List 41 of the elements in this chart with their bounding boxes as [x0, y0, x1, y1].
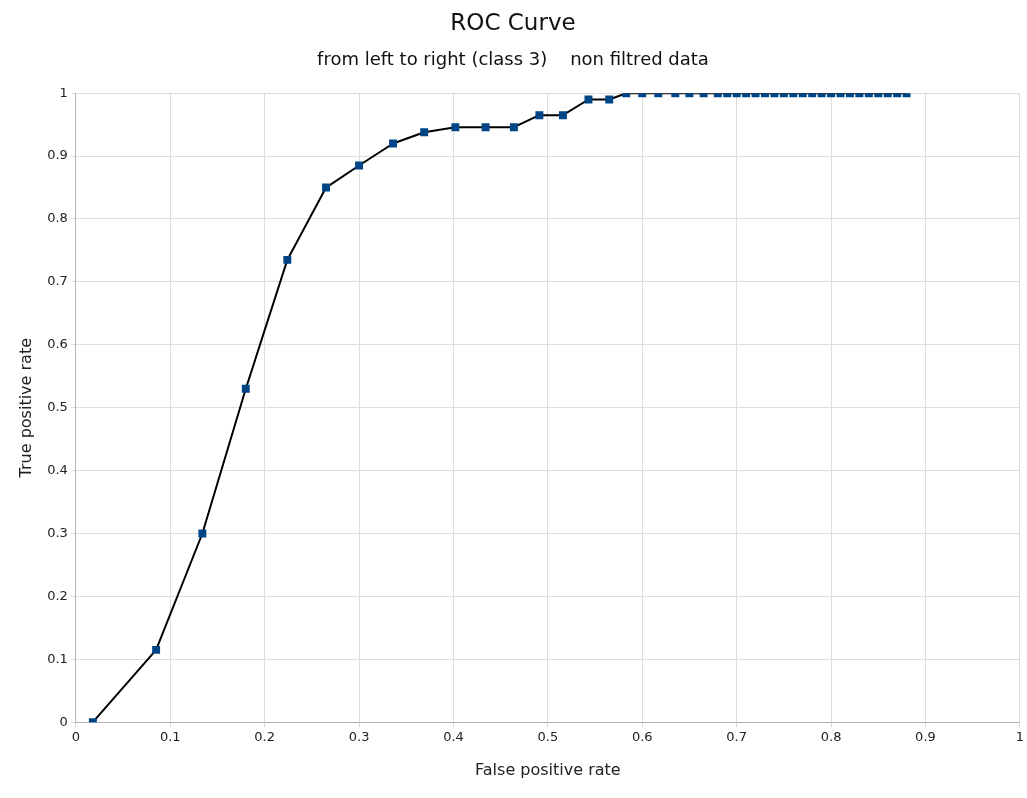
- point: [241, 384, 250, 393]
- y-tick-label: 0: [59, 713, 68, 729]
- point: [605, 95, 614, 104]
- point: [420, 128, 429, 137]
- y-axis-title: True positive rate: [15, 337, 35, 479]
- y-tick-label: 0.6: [47, 336, 68, 352]
- x-axis-title: False positive rate: [475, 759, 621, 779]
- y-tick-label: 0.2: [47, 587, 68, 603]
- y-tick-label: 0.8: [47, 210, 68, 226]
- x-tick-label: 0.2: [254, 729, 276, 745]
- x-tick-label: 0.5: [537, 729, 559, 745]
- x-tick-label: 0.3: [348, 729, 370, 745]
- y-tick-label: 0.7: [47, 273, 68, 289]
- x-tick-label: 0.4: [443, 729, 464, 745]
- x-tick-label: 0.9: [915, 729, 936, 745]
- x-tick-label: 0.1: [159, 729, 181, 745]
- point: [283, 255, 292, 264]
- y-tick-label: 0.9: [47, 147, 68, 163]
- point: [389, 139, 398, 148]
- y-tick-label: 0.3: [47, 524, 68, 540]
- point: [152, 645, 161, 654]
- point: [535, 111, 544, 120]
- y-tick-label: 0.5: [47, 399, 68, 415]
- chart-subtitle: from left to right (class 3) non filtred data: [317, 48, 709, 70]
- x-tick-label: 0.7: [726, 729, 748, 745]
- point: [584, 95, 593, 104]
- y-tick-label: 0.1: [47, 650, 68, 666]
- point: [198, 529, 207, 538]
- y-tick-label: 0.4: [47, 461, 68, 477]
- x-tick-label: 0.6: [631, 729, 653, 745]
- y-tick-label: 1: [59, 84, 68, 100]
- x-tick-label: 0: [71, 729, 81, 745]
- point: [509, 123, 518, 132]
- point: [481, 123, 490, 132]
- point: [322, 183, 330, 192]
- point: [355, 161, 364, 170]
- point: [559, 111, 567, 120]
- x-tick-label: 1: [1015, 729, 1025, 745]
- point: [451, 123, 460, 132]
- chart-title: ROC Curve: [450, 8, 576, 35]
- x-tick-label: 0.8: [820, 729, 842, 745]
